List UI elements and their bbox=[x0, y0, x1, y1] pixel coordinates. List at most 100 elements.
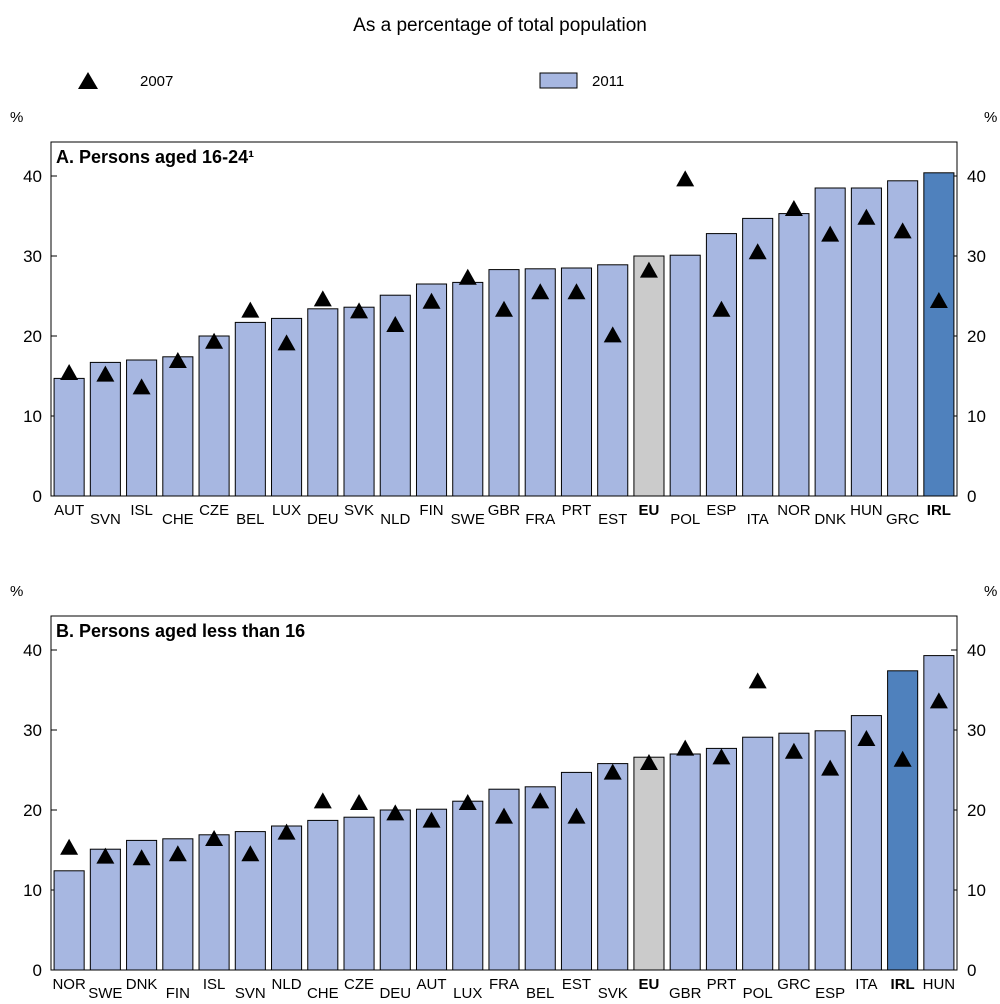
marker-2007-nld bbox=[277, 823, 296, 840]
x-tick-label-irl: IRL bbox=[927, 502, 951, 519]
x-tick-label-fin: FIN bbox=[419, 502, 443, 519]
x-tick-label-ita: ITA bbox=[747, 511, 769, 528]
x-tick-label-nor: NOR bbox=[52, 976, 86, 993]
marker-2007-esp bbox=[712, 300, 731, 317]
marker-2007-fin bbox=[422, 292, 441, 309]
marker-2007-prt bbox=[712, 748, 731, 765]
x-tick-label-cze: CZE bbox=[344, 976, 374, 993]
bar-hun bbox=[850, 187, 882, 497]
panel-a-chart: % % 0 0 10 10 20 20 30 30 40 40 AUT SVN ISL CHE CZE BEL LU… bbox=[10, 109, 997, 528]
marker-2007-ita bbox=[748, 243, 767, 260]
marker-2007-aut bbox=[60, 364, 79, 380]
x-tick-label-aut: AUT bbox=[54, 502, 84, 519]
x-tick-label-pol: POL bbox=[670, 511, 700, 528]
marker-2007-svn bbox=[96, 365, 115, 382]
x-tick-label-eu: EU bbox=[639, 976, 660, 993]
bar-cze bbox=[198, 335, 230, 497]
marker-2007-est bbox=[603, 326, 622, 343]
bar-pol bbox=[742, 736, 774, 971]
bar-ita bbox=[742, 217, 774, 497]
bar-gbr bbox=[669, 753, 701, 971]
y-tick-label-left: 10 bbox=[23, 881, 42, 900]
bar-prt bbox=[560, 267, 593, 497]
x-tick-label-che: CHE bbox=[307, 985, 339, 1002]
y-axis-label-left: % bbox=[10, 583, 23, 600]
bar-bel bbox=[524, 786, 556, 971]
x-tick-label-esp: ESP bbox=[706, 502, 736, 519]
marker-2007-esp bbox=[821, 759, 840, 776]
x-tick-label-est: EST bbox=[598, 511, 627, 528]
panel-title: A. Persons aged 16-24¹ bbox=[56, 147, 254, 167]
marker-2007-cze bbox=[350, 794, 369, 810]
marker-2007-lux bbox=[458, 794, 477, 810]
x-tick-label-fin: FIN bbox=[166, 985, 190, 1002]
marker-2007-aut bbox=[422, 811, 441, 828]
marker-2007-gbr bbox=[495, 300, 513, 317]
marker-2007-isl bbox=[205, 830, 224, 846]
bar-cze bbox=[343, 816, 375, 971]
marker-2007-deu bbox=[386, 804, 405, 821]
marker-2007-gbr bbox=[676, 739, 695, 756]
marker-2007-grc bbox=[784, 742, 803, 759]
x-tick-label-fra: FRA bbox=[489, 976, 519, 993]
marker-2007-fin bbox=[168, 845, 187, 862]
bar-aut bbox=[415, 808, 448, 971]
marker-2007-fra bbox=[531, 283, 550, 300]
x-tick-label-deu: DEU bbox=[307, 511, 339, 528]
bar-svk bbox=[343, 306, 375, 497]
y-tick-label-right: 40 bbox=[967, 167, 986, 186]
x-tick-label-cze: CZE bbox=[199, 502, 229, 519]
y-tick-label-right: 20 bbox=[967, 327, 986, 346]
marker-2007-bel bbox=[531, 792, 550, 809]
y-axis-label-right: % bbox=[984, 109, 997, 126]
y-axis-label-right: % bbox=[984, 583, 997, 600]
y-tick-label-right: 30 bbox=[967, 247, 986, 266]
x-tick-label-prt: PRT bbox=[562, 502, 592, 519]
bar-swe bbox=[452, 281, 484, 497]
marker-2007-dnk bbox=[821, 225, 840, 242]
panel-title: B. Persons aged less than 16 bbox=[56, 621, 305, 641]
marker-2007-swe bbox=[458, 268, 477, 285]
x-tick-label-nld: NLD bbox=[272, 976, 302, 993]
marker-2007-hun bbox=[929, 692, 948, 709]
x-tick-label-bel: BEL bbox=[236, 511, 264, 528]
bar-fra bbox=[524, 268, 556, 497]
x-tick-label-esp: ESP bbox=[815, 985, 845, 1002]
legend-2007-triangle bbox=[78, 72, 98, 89]
marker-2007-svn bbox=[241, 845, 260, 862]
y-tick-label-right: 0 bbox=[967, 961, 976, 980]
bar-lux bbox=[452, 800, 484, 971]
x-tick-label-ita: ITA bbox=[855, 976, 877, 993]
y-tick-label-right: 10 bbox=[967, 407, 986, 426]
marker-2007-nor bbox=[784, 200, 803, 216]
x-tick-label-nld: NLD bbox=[380, 511, 410, 528]
bar-swe bbox=[89, 848, 121, 971]
legend: 2007 2011 bbox=[78, 72, 624, 90]
marker-2007-nld bbox=[386, 316, 405, 332]
bar-irl bbox=[923, 172, 955, 497]
y-tick-label-left: 0 bbox=[33, 961, 42, 980]
marker-2007-dnk bbox=[132, 849, 151, 866]
marker-2007-irl bbox=[893, 750, 912, 767]
x-tick-label-aut: AUT bbox=[417, 976, 447, 993]
marker-2007-lux bbox=[277, 334, 296, 351]
y-tick-label-left: 10 bbox=[23, 407, 42, 426]
bar-prt bbox=[705, 747, 737, 971]
marker-2007-est bbox=[567, 807, 586, 824]
y-tick-label-left: 20 bbox=[23, 327, 42, 346]
x-tick-label-nor: NOR bbox=[777, 502, 811, 519]
bar-esp bbox=[705, 233, 737, 497]
x-tick-label-dnk: DNK bbox=[126, 976, 158, 993]
x-tick-label-deu: DEU bbox=[379, 985, 411, 1002]
bar-grc bbox=[778, 732, 810, 971]
x-tick-label-svk: SVK bbox=[598, 985, 628, 1002]
x-tick-label-est: EST bbox=[562, 976, 591, 993]
marker-2007-svk bbox=[603, 763, 622, 780]
marker-2007-svk bbox=[350, 302, 369, 319]
x-tick-label-irl: IRL bbox=[891, 976, 915, 993]
bar-pol bbox=[669, 254, 701, 497]
bar-irl bbox=[887, 670, 919, 971]
x-tick-label-dnk: DNK bbox=[814, 511, 846, 528]
